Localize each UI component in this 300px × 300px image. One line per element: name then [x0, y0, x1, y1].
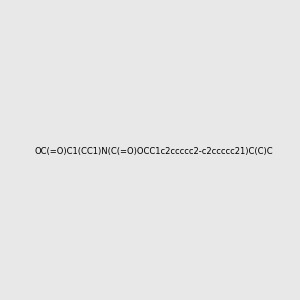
- Text: OC(=O)C1(CC1)N(C(=O)OCC1c2ccccc2-c2ccccc21)C(C)C: OC(=O)C1(CC1)N(C(=O)OCC1c2ccccc2-c2ccccc…: [34, 147, 273, 156]
